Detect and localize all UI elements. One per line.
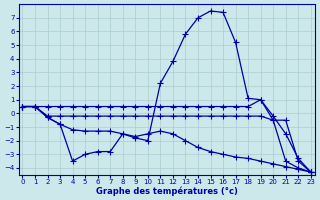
X-axis label: Graphe des températures (°c): Graphe des températures (°c) xyxy=(96,186,237,196)
